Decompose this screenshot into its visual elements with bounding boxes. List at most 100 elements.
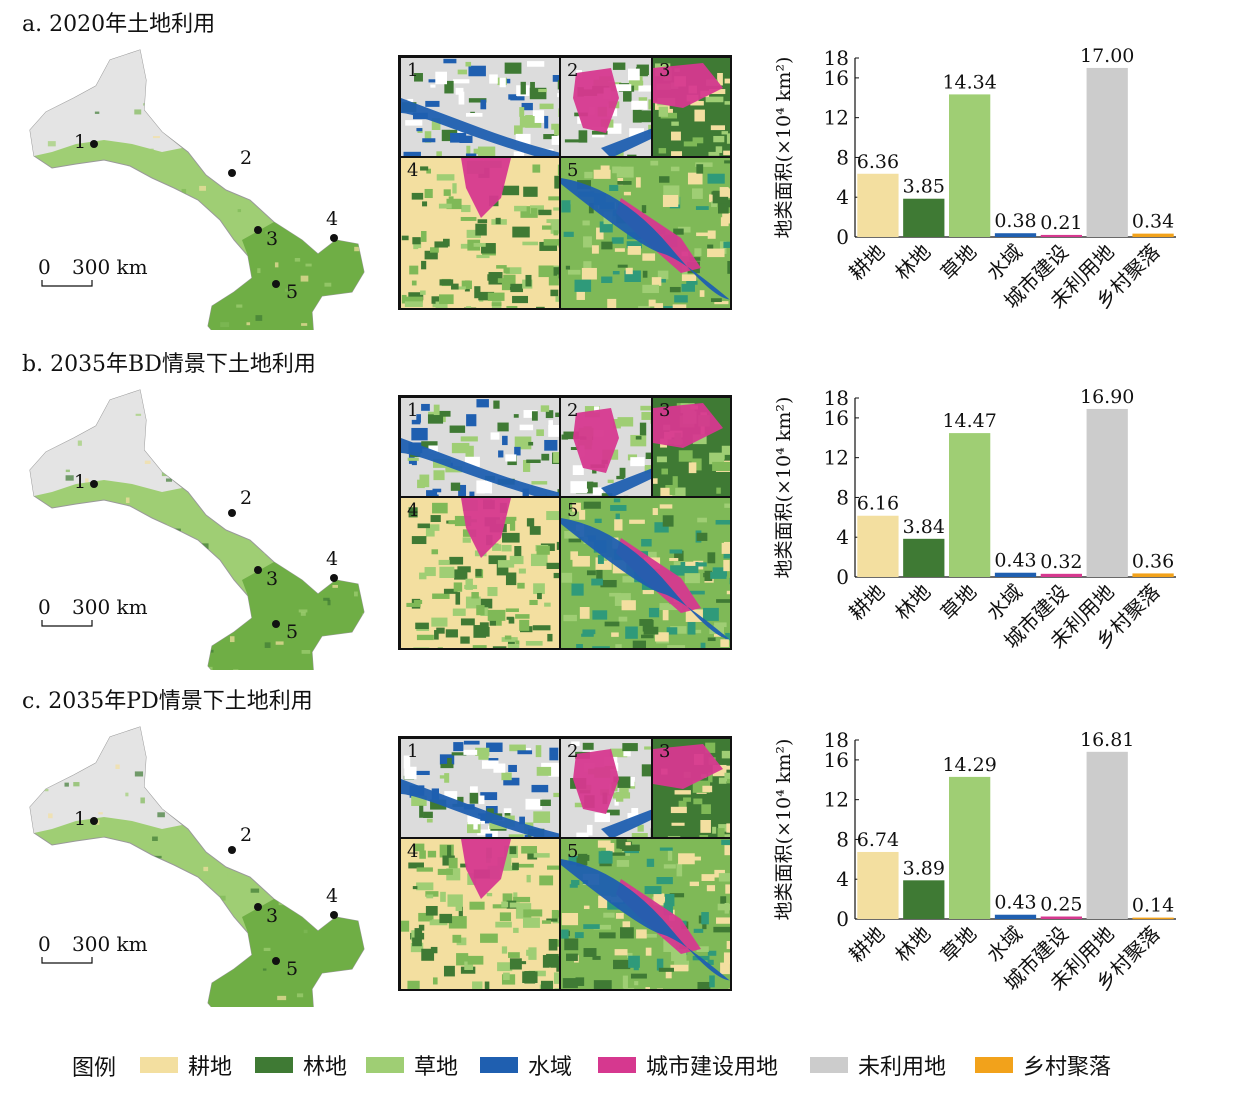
land-cell xyxy=(604,621,620,627)
land-cell xyxy=(715,519,730,525)
land-cell xyxy=(661,468,668,475)
land-cell xyxy=(547,865,559,870)
land-cell xyxy=(308,479,315,485)
land-cell xyxy=(630,457,645,467)
land-patch xyxy=(401,779,559,837)
land-cell xyxy=(46,572,55,577)
legend-title: 图例 xyxy=(72,1056,117,1081)
land-cell xyxy=(257,268,261,274)
legend-label: 草地 xyxy=(414,1055,459,1080)
land-cell xyxy=(625,626,638,639)
land-cell xyxy=(623,495,629,496)
y-tick-label: 16 xyxy=(824,406,849,430)
land-cell xyxy=(718,824,730,832)
land-cell xyxy=(265,170,272,174)
land-cell xyxy=(40,328,45,330)
land-cell xyxy=(227,244,236,248)
land-cell xyxy=(488,825,498,837)
bar-5 xyxy=(1040,234,1082,237)
land-cell xyxy=(701,912,709,925)
land-cell xyxy=(134,109,142,115)
land-cell xyxy=(557,93,559,98)
land-cell xyxy=(643,626,659,635)
land-cell xyxy=(548,196,559,201)
land-cell xyxy=(165,478,173,482)
land-cell xyxy=(583,905,590,910)
land-cell xyxy=(694,248,702,256)
land-cell xyxy=(181,188,187,195)
land-cell xyxy=(532,164,541,173)
land-cell xyxy=(504,62,522,74)
land-cell xyxy=(601,241,613,250)
land-cell xyxy=(277,140,284,144)
land-cell xyxy=(59,286,68,290)
land-cell xyxy=(696,989,703,991)
land-cell xyxy=(568,537,582,543)
land-cell xyxy=(552,74,559,82)
land-cell xyxy=(532,110,545,123)
land-cell xyxy=(526,518,535,527)
zoom-tile-label: 2 xyxy=(567,400,579,421)
land-cell xyxy=(575,977,585,987)
land-cell xyxy=(546,511,559,521)
site-marker-4 xyxy=(330,574,338,582)
land-cell xyxy=(564,938,579,951)
land-cell xyxy=(457,69,468,75)
land-cell xyxy=(229,601,233,606)
land-cell xyxy=(591,130,608,135)
land-cell xyxy=(469,792,479,804)
land-cell xyxy=(629,128,645,141)
land-cell xyxy=(645,987,650,989)
land-cell xyxy=(502,185,520,196)
land-cell xyxy=(158,896,168,901)
land-patch xyxy=(461,839,511,899)
land-cell xyxy=(427,414,444,424)
land-cell xyxy=(509,902,520,908)
land-cell xyxy=(522,917,540,928)
bar-value-label: 0.38 xyxy=(994,210,1036,232)
land-cell xyxy=(726,590,730,595)
land-cell xyxy=(352,127,356,133)
land-cell xyxy=(693,928,704,933)
land-cell xyxy=(641,634,654,639)
land-cell xyxy=(406,296,423,303)
bar-value-label: 16.90 xyxy=(1080,386,1134,408)
land-cell xyxy=(231,83,239,88)
land-cell xyxy=(706,885,716,892)
land-cell xyxy=(681,274,697,281)
land-cell xyxy=(412,937,422,947)
land-cell xyxy=(432,977,438,985)
land-cell xyxy=(518,568,526,574)
land-cell xyxy=(660,112,678,119)
bar-value-label: 0.14 xyxy=(1132,895,1174,917)
land-cell xyxy=(196,149,200,152)
land-cell xyxy=(437,410,451,417)
land-cell xyxy=(158,952,167,956)
land-cell xyxy=(528,909,543,917)
land-cell xyxy=(625,842,631,846)
land-cell xyxy=(576,832,589,837)
site-label-2: 2 xyxy=(240,487,252,509)
site-marker-3 xyxy=(254,566,262,574)
zoom-mosaic: 1 2 3 4 5 xyxy=(398,395,732,650)
land-cell xyxy=(731,564,732,571)
land-cell xyxy=(131,965,137,970)
land-cell xyxy=(597,840,611,848)
land-cell xyxy=(667,836,681,837)
land-patch xyxy=(401,98,559,156)
land-cell xyxy=(619,467,626,478)
land-cell xyxy=(234,65,241,68)
legend-label: 水域 xyxy=(528,1055,573,1080)
land-cell xyxy=(600,850,611,855)
land-cell xyxy=(630,434,647,447)
land-patch xyxy=(461,158,511,218)
x-category-label: 草地 xyxy=(936,240,981,285)
land-cell xyxy=(264,642,271,648)
land-cell xyxy=(667,645,686,648)
land-cell xyxy=(476,626,490,637)
land-cell xyxy=(404,766,417,780)
land-cell xyxy=(594,518,602,524)
land-cell xyxy=(529,526,541,535)
land-cell xyxy=(555,412,559,418)
land-cell xyxy=(691,458,702,471)
